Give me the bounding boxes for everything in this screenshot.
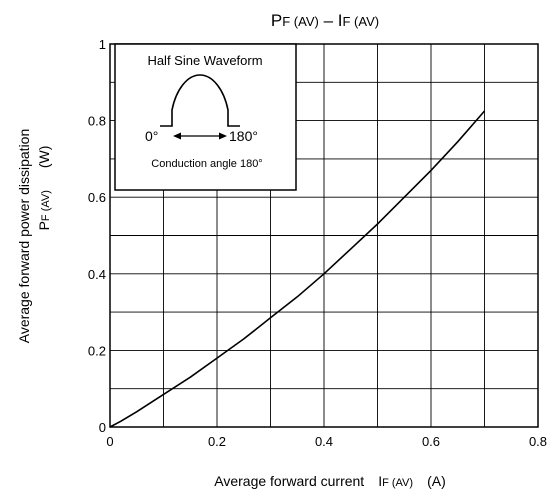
x-tick-label: 0 <box>106 434 113 449</box>
y-axis-unit: (W) <box>36 146 52 169</box>
tick-labels: 0 0.2 0.4 0.6 0.8 0 0.2 0.4 0.6 0.8 1 <box>88 37 547 449</box>
x-tick-label: 0.4 <box>315 434 333 449</box>
chart-title: PF (AV) – IF (AV) <box>271 11 379 30</box>
y-axis-label-2: PF (AV) (W) <box>36 146 52 231</box>
y-tick-label: 1 <box>99 37 106 52</box>
x-axis-unit: (A) <box>427 473 446 489</box>
y-axis-label-line1: Average forward power dissipation <box>16 129 32 344</box>
angle-arrow-right-head <box>219 132 227 140</box>
series-line <box>109 110 486 428</box>
title-symbol-i: I <box>338 11 343 30</box>
x-axis-label: Average forward current IF (AV) (A) <box>214 473 445 489</box>
y-axis-symbol: P <box>36 221 52 230</box>
x-tick-label: 0.6 <box>422 434 440 449</box>
inset-left-label: 0° <box>145 128 158 144</box>
x-tick-label: 0.2 <box>208 434 226 449</box>
y-tick-label: 0.8 <box>88 114 106 129</box>
inset-caption: Conduction angle 180° <box>151 158 262 170</box>
title-dash: – <box>319 11 338 30</box>
plot-frame <box>109 43 539 428</box>
y-tick-label: 0 <box>99 420 106 435</box>
title-symbol-p: P <box>271 11 282 30</box>
title-sub-p: F (AV) <box>282 14 319 29</box>
x-axis-label-text: Average forward current <box>214 473 364 489</box>
y-tick-label: 0.4 <box>88 267 106 282</box>
angle-arrow-left-head <box>173 132 181 140</box>
inset-box <box>114 43 297 191</box>
x-axis-sub: F (AV) <box>382 477 413 489</box>
x-tick-label: 0.8 <box>529 434 547 449</box>
y-axis-label-line2: PF (AV) (W) <box>36 146 52 231</box>
inset-title: Half Sine Waveform <box>147 53 262 68</box>
y-axis-sub: F (AV) <box>40 190 52 221</box>
y-tick-label: 0.2 <box>88 343 106 358</box>
series <box>109 110 486 428</box>
y-tick-label: 0.6 <box>88 190 106 205</box>
y-axis-label: Average forward power dissipation <box>16 129 32 344</box>
x-axis-symbol: I <box>378 473 382 489</box>
inset: Half Sine Waveform 0° 180° Conduction an… <box>114 43 297 191</box>
inset-right-label: 180° <box>229 128 258 144</box>
title-sub-i: F (AV) <box>342 14 379 29</box>
half-sine-waveform <box>160 74 240 127</box>
